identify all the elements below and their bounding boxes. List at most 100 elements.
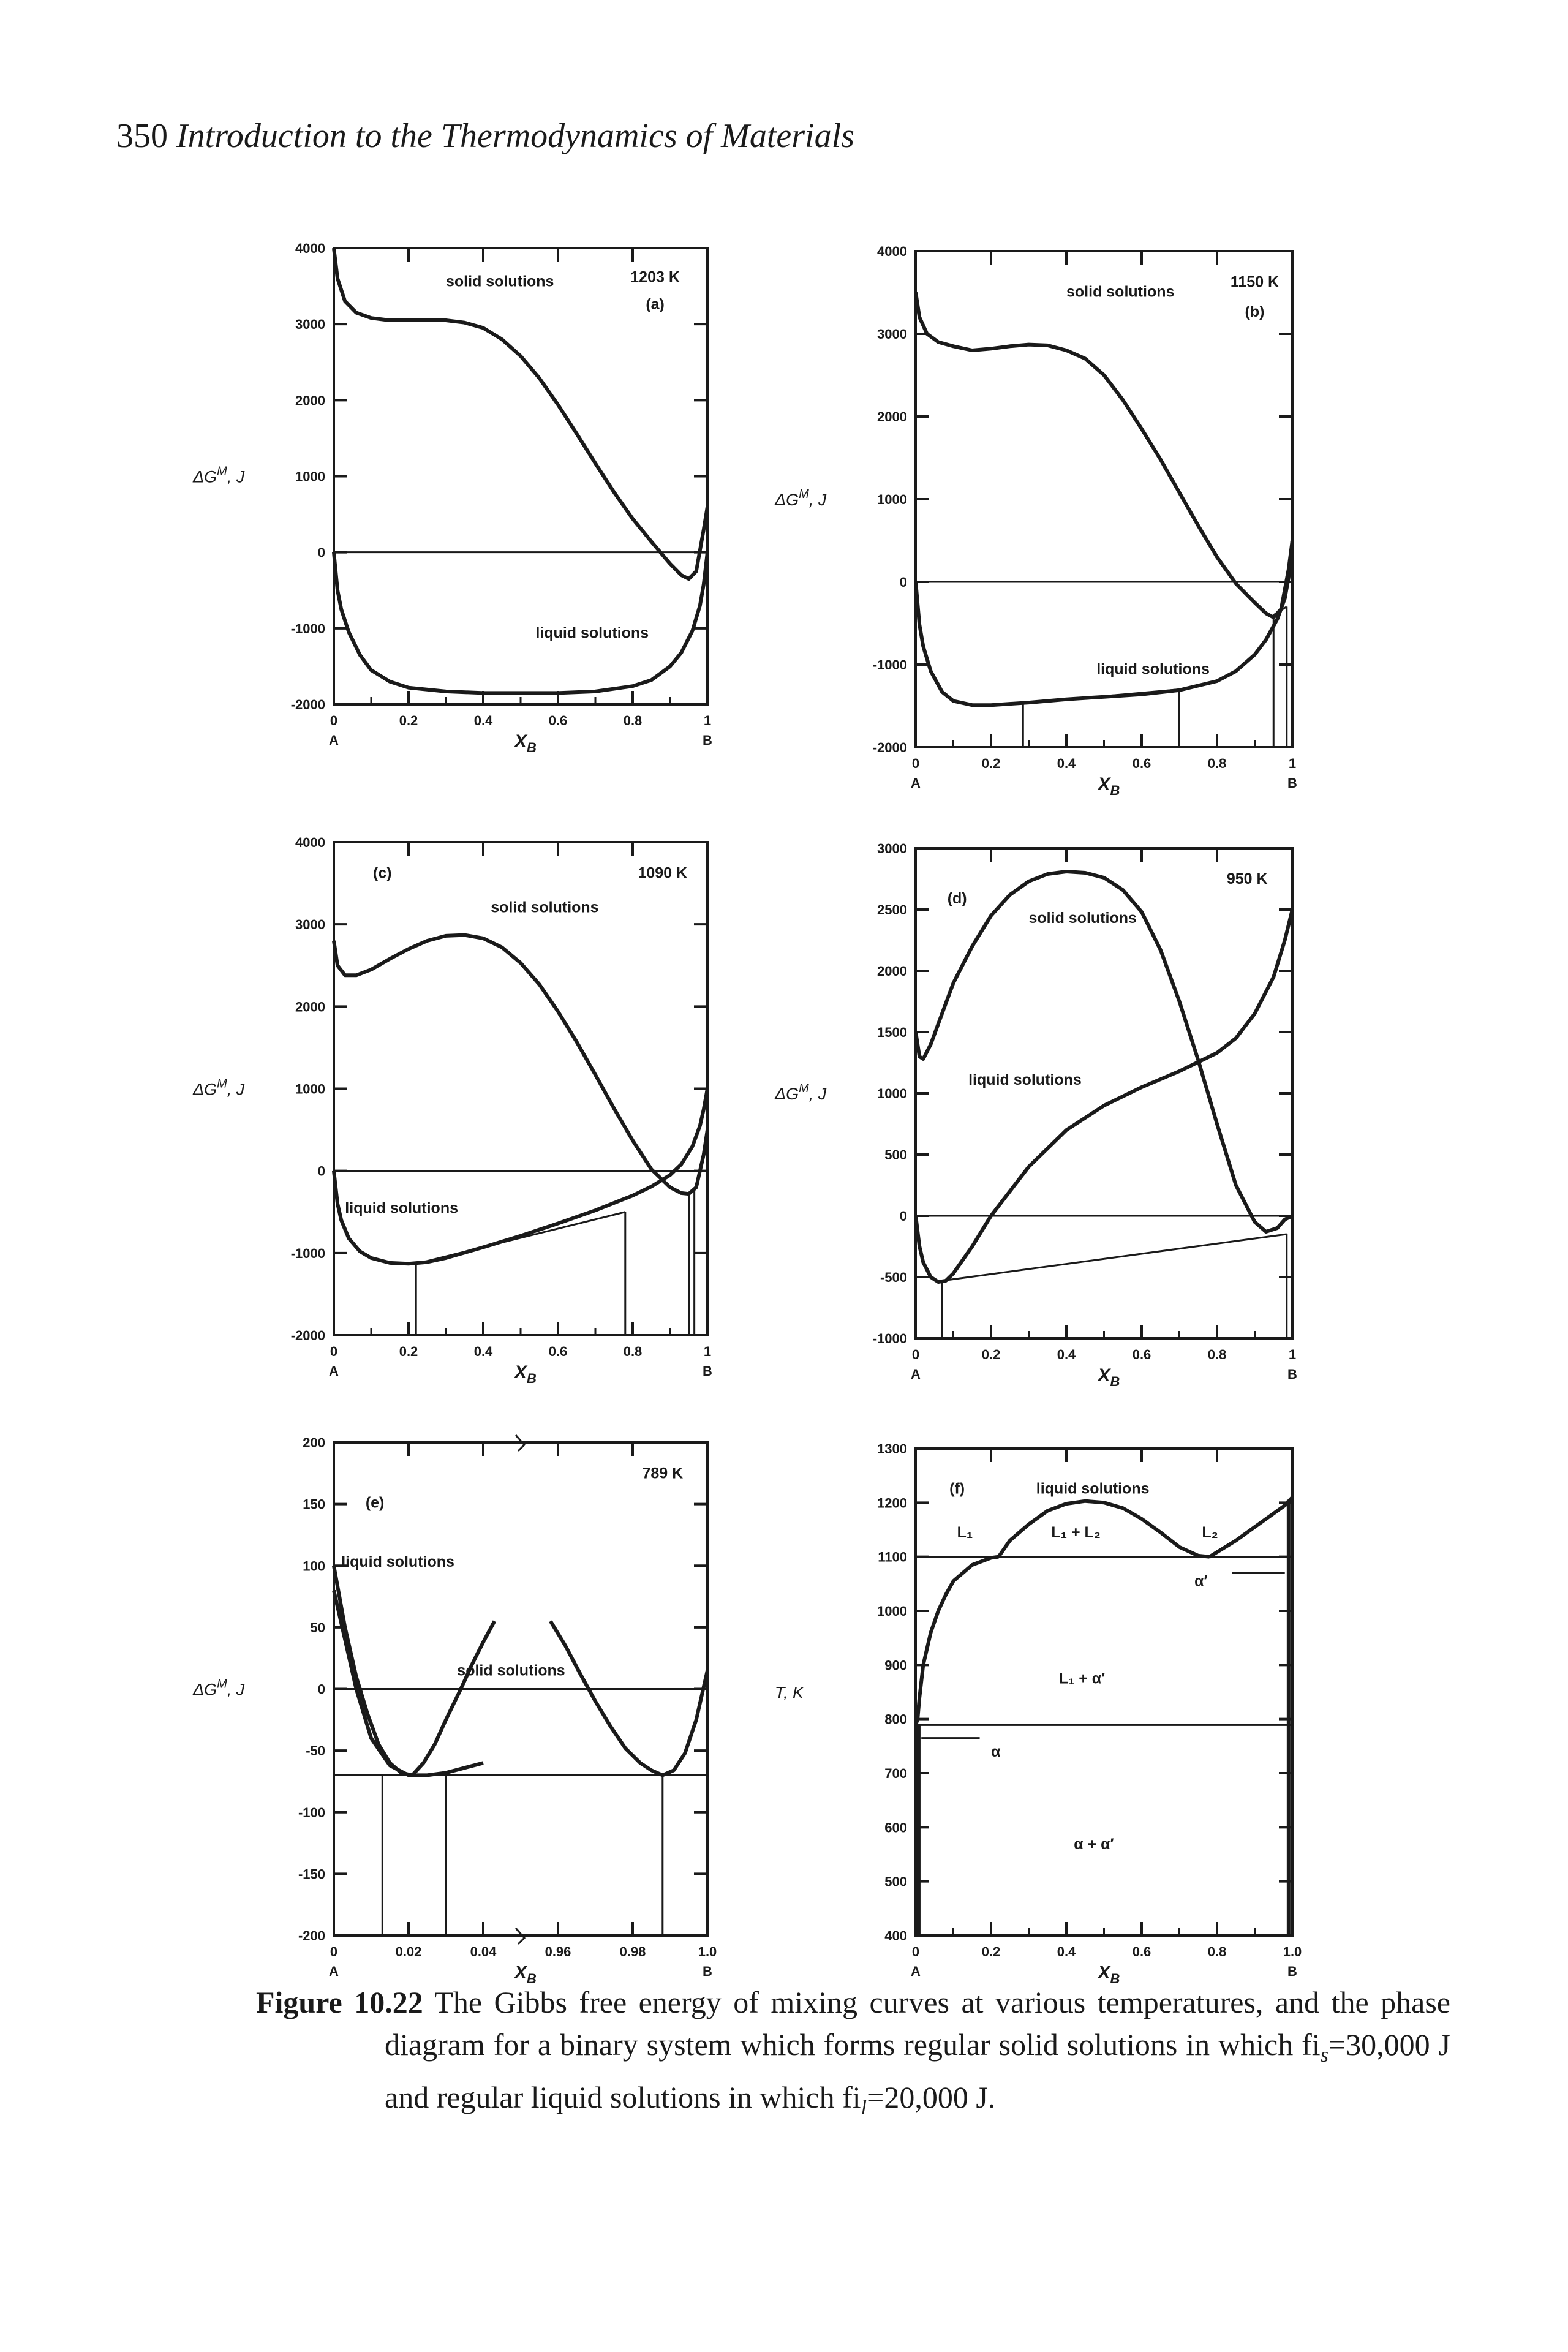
panel-e-xtick-label: 1.0 [698, 1944, 717, 1959]
panel-b-ytick-label: -1000 [873, 657, 907, 673]
panel-f-xtick-label: 0.6 [1133, 1944, 1152, 1959]
panel-e-ytick-label: 50 [311, 1620, 325, 1635]
panel-f-ytick-label: 400 [884, 1928, 907, 1943]
panel-a-label-b: B [703, 733, 712, 748]
panel-e-temperature: 789 K [642, 1464, 683, 1482]
panel-b-ytick-label: 2000 [877, 409, 907, 424]
panel-c-series-label: solid solutions [491, 899, 598, 916]
panel-c-ytick-label: 0 [318, 1164, 325, 1179]
caption-label: Figure 10.22 [256, 1985, 423, 2019]
panel-e-series-2-curve [332, 1565, 496, 1777]
panel-b-ytick-label: -2000 [873, 740, 907, 755]
panel-d-label-b: B [1287, 1366, 1297, 1382]
panel-c-ylabel: ΔGM, J [192, 1077, 245, 1099]
panel-e-ytick-label: -100 [298, 1805, 325, 1820]
panel-c-xtick-label: 1 [704, 1344, 711, 1359]
panel-e-xtick-label: 0.04 [470, 1944, 497, 1959]
panel-e-ylabel: ΔGM, J [192, 1678, 245, 1699]
panel-f-xtick-label: 0 [912, 1944, 919, 1959]
panel-e-ytick-label: 0 [318, 1682, 325, 1697]
panel-b-xtick-label: 1 [1289, 756, 1296, 771]
caption-sub-2: l [861, 2097, 867, 2119]
running-head: 350 Introduction to the Thermodynamics o… [116, 116, 854, 156]
panel-f-series-1-curve [914, 1555, 999, 1726]
panel-e-panel-label: (e) [366, 1494, 385, 1512]
panel-a-xlabel: XB [513, 731, 537, 755]
caption-text-3: =20,000 J. [867, 2080, 996, 2114]
panel-f-ytick-label: 1300 [877, 1441, 907, 1457]
panel-a-xtick-label: 0.4 [474, 713, 493, 728]
panel-a-xtick-label: 0.2 [399, 713, 418, 728]
panel-a-xtick-label: 0.6 [549, 713, 568, 728]
panel-d-xtick-label: 0.8 [1208, 1347, 1227, 1362]
panel-f-region-label: α [991, 1743, 1001, 1760]
panel-d-panel-label: (d) [948, 890, 967, 907]
panel-d-temperature: 950 K [1227, 870, 1268, 888]
panel-b-series-label: solid solutions [1066, 284, 1174, 301]
panel-e-ytick-label: 150 [303, 1497, 325, 1512]
panel-c-ytick-label: 4000 [295, 835, 325, 850]
panel-e-series-label: liquid solutions [341, 1553, 454, 1570]
panel-d-xlabel: XB [1097, 1365, 1120, 1389]
panel-e-ytick-label: -200 [298, 1928, 325, 1943]
panel-f-xtick-label: 0.4 [1057, 1944, 1076, 1959]
panel-c-temperature: 1090 K [638, 864, 687, 881]
panel-a-series-2-curve [332, 552, 709, 695]
panel-d-ylabel: ΔGM, J [774, 1082, 827, 1103]
panel-b-label-b: B [1287, 775, 1297, 791]
panel-c-xtick-label: 0.8 [624, 1344, 643, 1359]
panel-b-ytick-label: 3000 [877, 326, 907, 342]
caption-sub-1: s [1320, 2044, 1329, 2067]
panel-c-xtick-label: 0.6 [549, 1344, 568, 1359]
panel-c-ytick-label: -2000 [291, 1328, 325, 1343]
panel-e-xtick-label: 0 [330, 1944, 337, 1959]
panel-f-region-label: liquid solutions [1036, 1480, 1150, 1498]
panel-b-ytick-label: 4000 [877, 244, 907, 259]
panel-f-region-label: L₁ [957, 1524, 973, 1541]
panel-f-region-label: α′ [1194, 1573, 1207, 1590]
panel-f-ytick-label: 900 [884, 1657, 907, 1673]
panel-d-ytick-label: 1500 [877, 1025, 907, 1040]
panel-b-ytick-label: 1000 [877, 492, 907, 507]
panel-e-series-3-curve [549, 1620, 709, 1777]
panel-e-ytick-label: -150 [298, 1866, 325, 1882]
panel-c-xtick-label: 0.4 [474, 1344, 493, 1359]
panel-e-xtick-label: 0.98 [620, 1944, 646, 1959]
panel-a-ytick-label: 1000 [295, 469, 325, 484]
panel-c-series-2-curve [332, 1088, 709, 1266]
panel-e-ytick-label: 200 [303, 1435, 325, 1450]
panel-f-xtick-label: 0.2 [982, 1944, 1001, 1959]
panel-f-region-label: L₁ + L₂ [1051, 1524, 1100, 1541]
panel-d-xtick-label: 0.4 [1057, 1347, 1076, 1362]
panel-e-ytick-label: 100 [303, 1558, 325, 1574]
panel-e-label-b: B [703, 1964, 712, 1979]
panel-b-xtick-label: 0.4 [1057, 756, 1076, 771]
figure-caption: Figure 10.22 The Gibbs free energy of mi… [256, 1981, 1450, 2129]
panel-f-ytick-label: 1100 [878, 1550, 907, 1565]
panel-c-ytick-label: 2000 [295, 999, 325, 1014]
panel-f-series-2-curve [997, 1499, 1210, 1559]
panel-a-panel-label: (a) [646, 296, 665, 313]
panel-f-frame [914, 1447, 1294, 1937]
panel-a-ytick-label: 2000 [295, 393, 325, 408]
panel-f-ytick-label: 600 [884, 1820, 907, 1835]
panel-b-xlabel: XB [1097, 774, 1120, 798]
page-number: 350 [116, 117, 168, 155]
panel-f-region-label: α + α′ [1074, 1836, 1114, 1853]
book-title: Introduction to the Thermodynamics of Ma… [176, 117, 854, 155]
panel-e-xtick-label: 0.96 [545, 1944, 571, 1959]
panel-a-label-a: A [329, 733, 339, 748]
panel-e-series-label: solid solutions [457, 1662, 565, 1679]
panel-d-xtick-label: 0.2 [982, 1347, 1001, 1362]
panel-f-label-a: A [911, 1964, 921, 1979]
panel-d-tieline [941, 1233, 1287, 1282]
panel-f-xlabel: XB [1097, 1962, 1120, 1986]
panel-c-series-1-curve [332, 933, 709, 1196]
panel-a-ylabel: ΔGM, J [192, 465, 245, 486]
panel-a-ytick-label: 0 [318, 545, 325, 560]
panel-c-ytick-label: -1000 [291, 1246, 325, 1261]
panel-d-ytick-label: -500 [880, 1270, 907, 1285]
panel-b-ytick-label: 0 [900, 575, 907, 590]
panel-e-xtick-label: 0.02 [396, 1944, 422, 1959]
panel-a-xtick-label: 0 [330, 713, 337, 728]
